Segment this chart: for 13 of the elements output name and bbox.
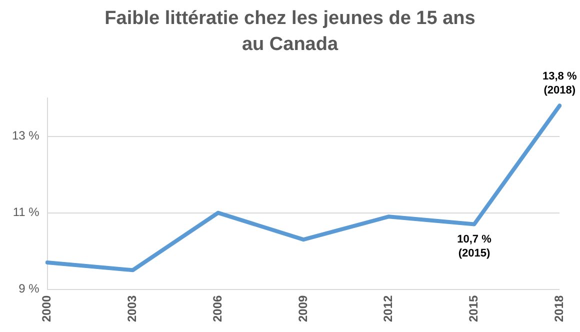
x-tick-label: 2006 — [210, 294, 224, 322]
y-tick-label: 11 % — [12, 205, 40, 220]
x-tick-label: 2012 — [381, 294, 396, 322]
x-tick-label: 2015 — [466, 294, 481, 322]
y-tick-label: 9 % — [18, 282, 40, 296]
x-tick-label: 2009 — [296, 294, 310, 322]
annotation: 13,8 % (2018) — [542, 70, 577, 97]
x-tick-label: 2018 — [552, 294, 566, 322]
x-tick-label: 2003 — [125, 294, 140, 322]
x-tick-label: 2000 — [40, 294, 54, 322]
chart-title: Faible littératie chez les jeunes de 15 ans au Canada — [104, 7, 476, 57]
y-tick-label: 13 % — [12, 128, 40, 143]
annotation: 10,7 % (2015) — [457, 233, 492, 260]
